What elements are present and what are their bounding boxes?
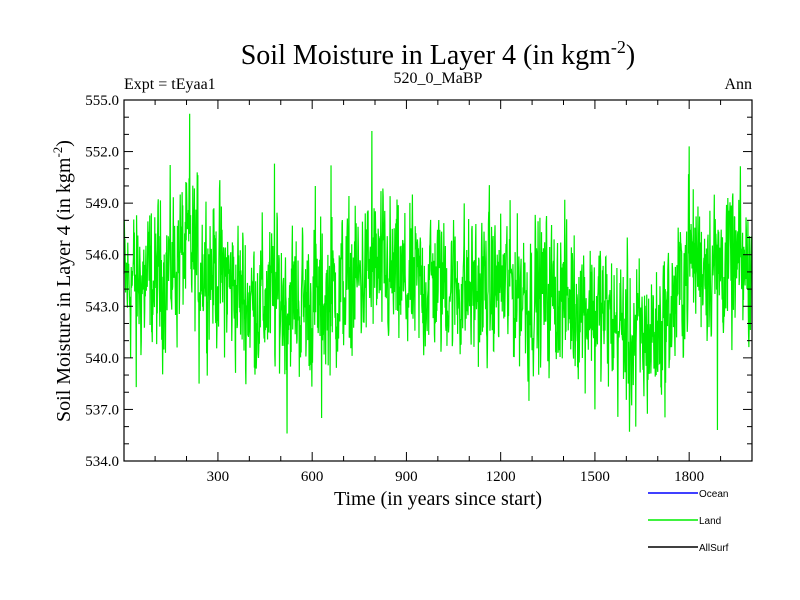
subtitle-right: Ann [724,76,752,93]
y-tick-label: 549.0 [85,196,119,212]
x-tick-label: 1500 [580,469,610,485]
legend: Ocean Land AllSurf [648,489,729,554]
chart-title: Soil Moisture in Layer 4 (in kgm-2) [241,37,636,71]
y-tick-label: 534.0 [85,454,119,470]
legend-label-land: Land [699,516,721,527]
axis-ticks: 300 600 900 1200 1500 1800 534.0 537.0 540.0 543.… [85,93,752,485]
y-tick-label: 552.0 [85,145,119,161]
plot-frame [123,99,753,462]
x-tick-label: 1800 [674,469,704,485]
y-tick-label: 540.0 [85,351,119,367]
y-axis-label: Soil Moisture in Layer 4 (in kgm-2) [50,140,75,422]
y-tick-label: 555.0 [85,93,119,109]
y-tick-label: 543.0 [85,299,119,315]
legend-label-allsurf: AllSurf [699,543,729,554]
x-tick-label: 900 [395,469,418,485]
series-line-land [123,113,753,434]
subtitle-left: Expt = tEyaa1 [124,76,216,93]
x-tick-label: 1200 [486,469,516,485]
x-tick-label: 600 [301,469,324,485]
subtitle-center: 520_0_MaBP [394,70,483,87]
y-tick-label: 546.0 [85,248,119,264]
x-tick-label: 300 [207,469,230,485]
x-axis-label: Time (in years since start) [334,488,542,510]
legend-label-ocean: Ocean [699,489,728,500]
y-tick-label: 537.0 [85,402,119,418]
